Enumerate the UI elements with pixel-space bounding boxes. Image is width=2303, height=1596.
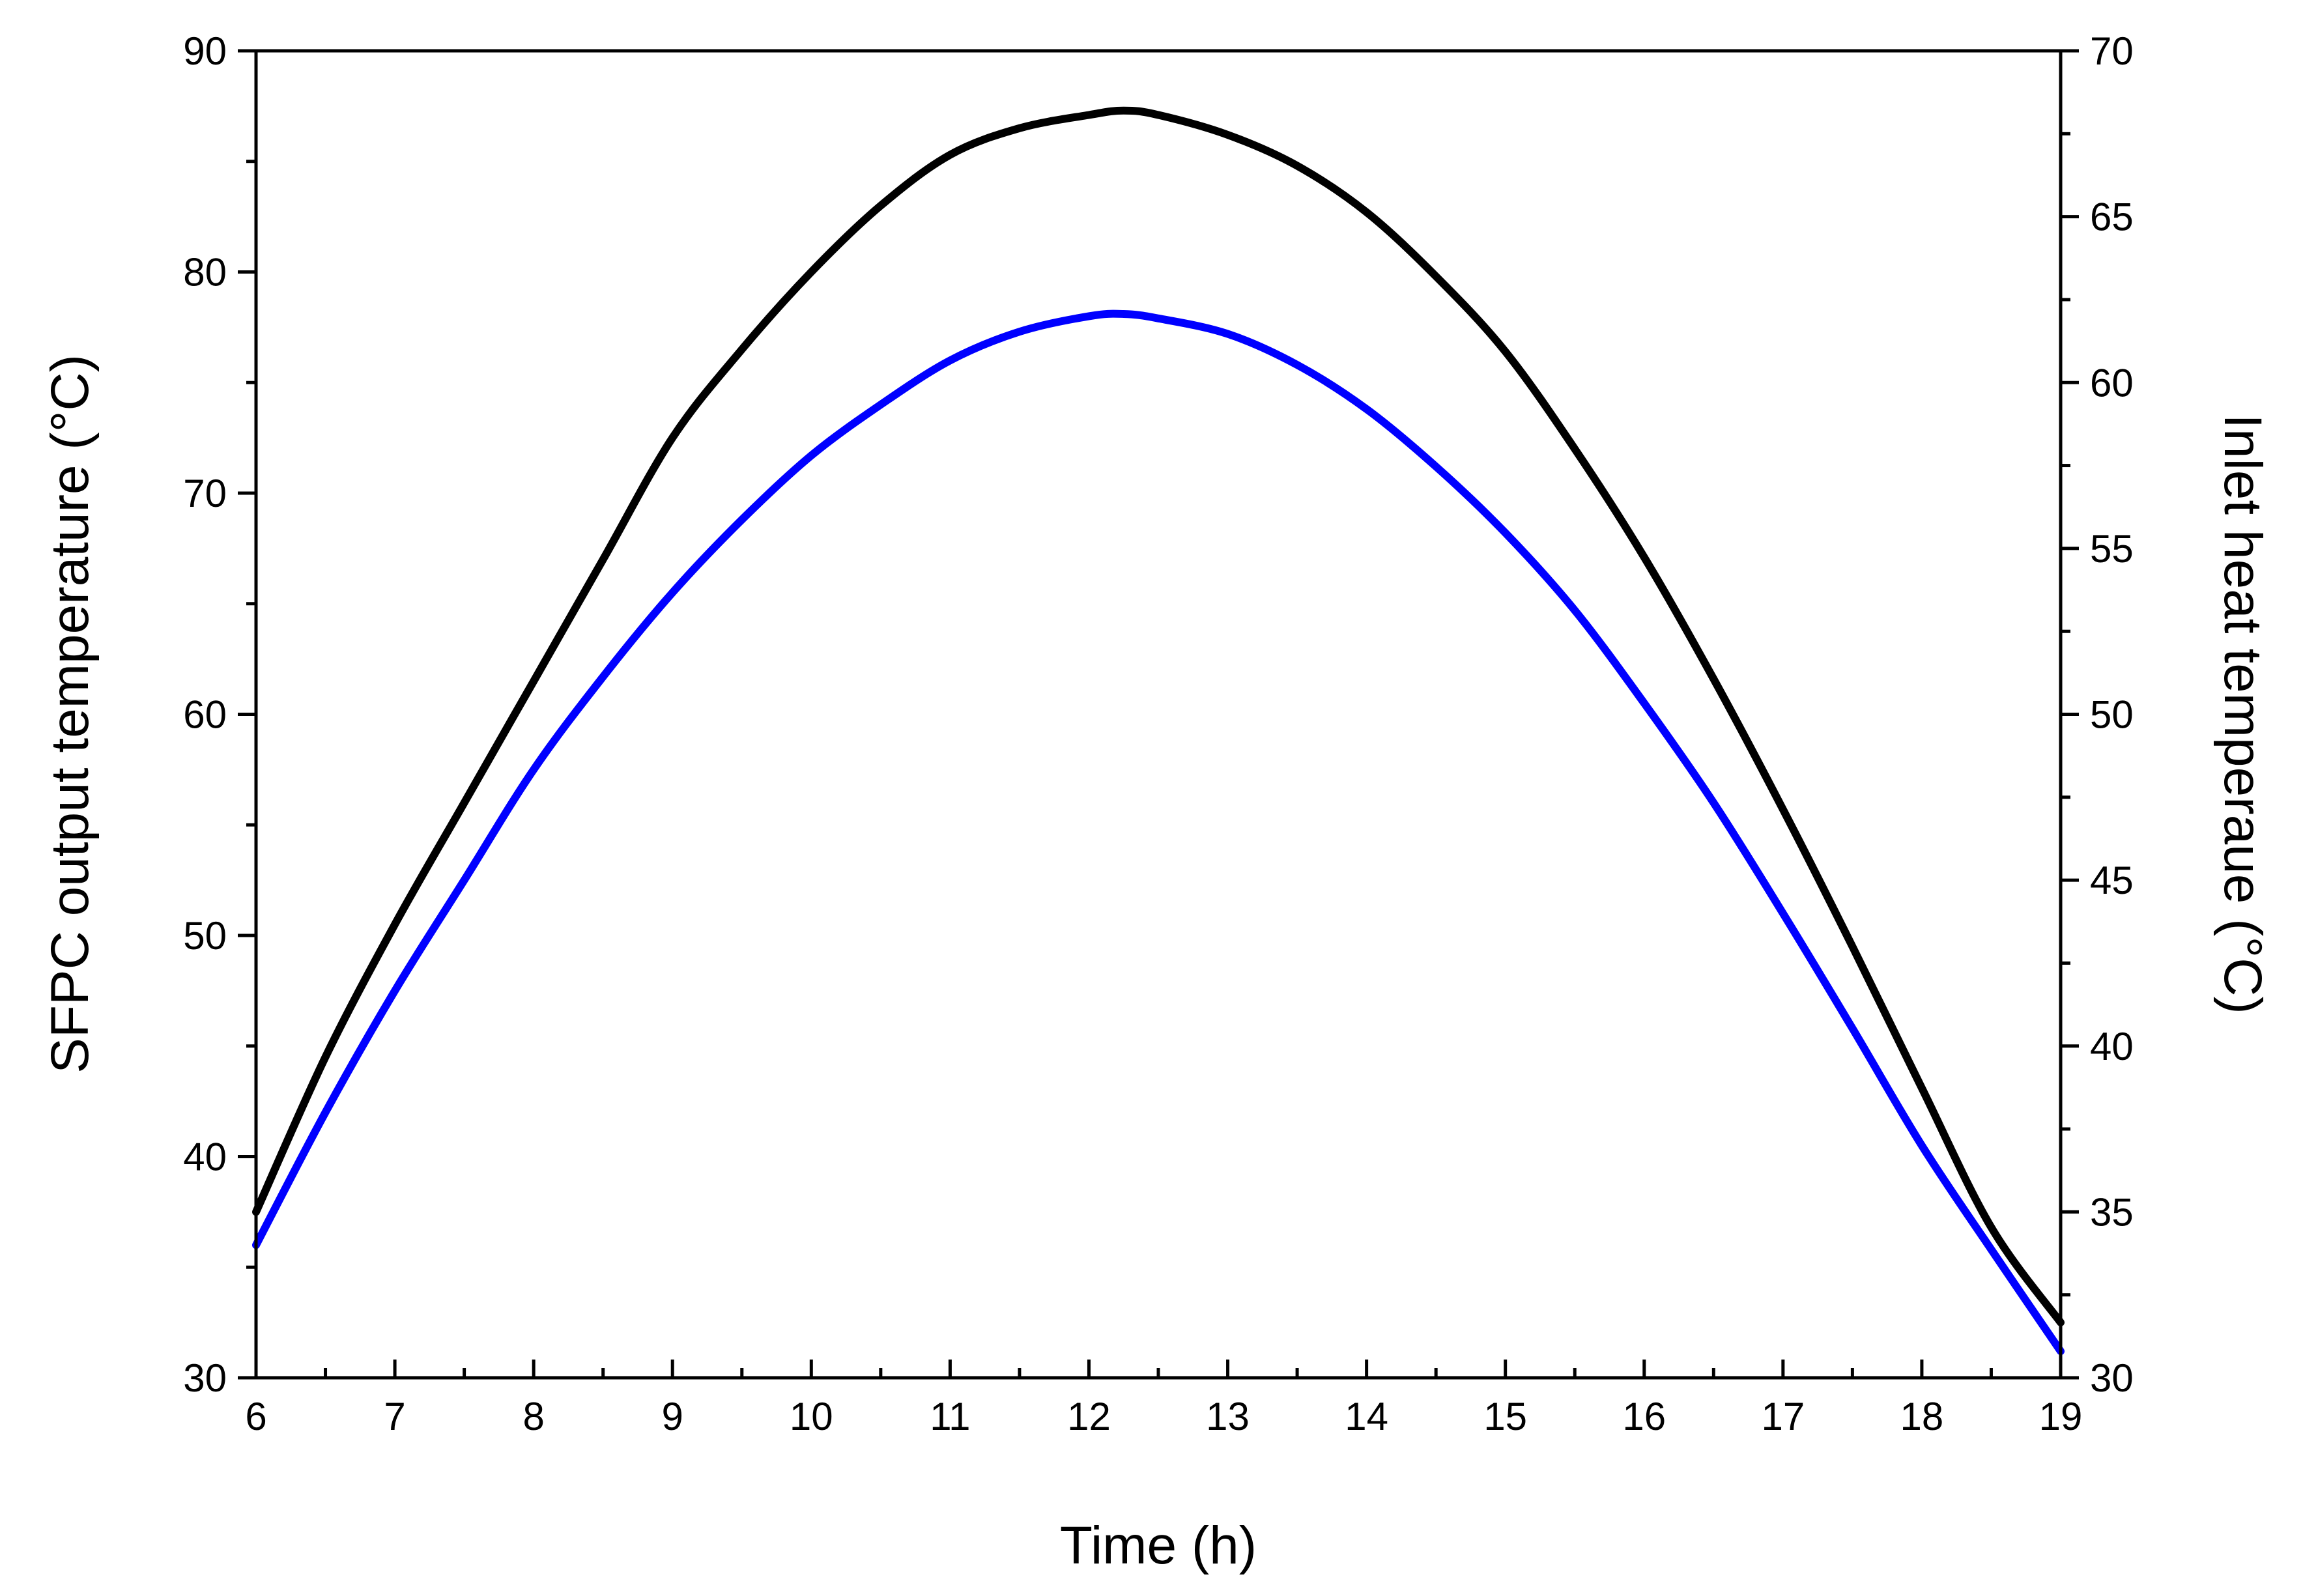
x-tick-label: 11: [930, 1395, 970, 1438]
right-y-tick-label: 45: [2090, 859, 2134, 902]
x-tick-label: 10: [790, 1395, 833, 1438]
left-axis-title: SFPC output temperature (°C): [40, 354, 100, 1074]
right-y-tick-label: 30: [2090, 1356, 2134, 1400]
x-tick-label: 14: [1345, 1395, 1388, 1438]
left-y-tick-label: 50: [183, 914, 227, 958]
x-tick-label: 6: [245, 1395, 266, 1438]
x-tick-label: 7: [384, 1395, 405, 1438]
x-tick-label: 9: [662, 1395, 683, 1438]
right-y-tick-label: 50: [2090, 693, 2134, 737]
left-y-tick-label: 30: [183, 1356, 227, 1400]
x-tick-label: 8: [522, 1395, 544, 1438]
right-y-tick-label: 60: [2090, 361, 2134, 405]
x-tick-label: 16: [1622, 1395, 1666, 1438]
left-y-tick-label: 40: [183, 1135, 227, 1179]
x-tick-label: 18: [1900, 1395, 1944, 1438]
right-axis-title: Inlet heat temperaue (°C): [2213, 414, 2272, 1014]
left-y-tick-label: 70: [183, 472, 227, 515]
series-line-2: [252, 309, 2065, 1356]
tick-label-layer: 6 7 8 9 10 11 12 13 14 15 16 17 18 193040506070809030…: [183, 29, 2134, 1438]
left-y-tick-label: 90: [183, 29, 227, 73]
left-y-tick-label: 80: [183, 251, 227, 294]
right-y-tick-label: 65: [2090, 195, 2134, 239]
x-tick-label: 13: [1206, 1395, 1250, 1438]
left-y-tick-label: 60: [183, 693, 227, 737]
right-y-tick-label: 70: [2090, 29, 2134, 73]
x-tick-label: 15: [1483, 1395, 1527, 1438]
series-line-1: [252, 106, 2065, 1327]
x-tick-label: 19: [2039, 1395, 2083, 1438]
series-layer: [252, 106, 2065, 1356]
x-tick-label: 17: [1761, 1395, 1805, 1438]
right-y-tick-label: 35: [2090, 1190, 2134, 1234]
x-axis-title: Time (h): [1060, 1516, 1257, 1575]
right-y-tick-label: 40: [2090, 1025, 2134, 1068]
plot-frame: [254, 49, 2063, 1380]
x-tick-label: 12: [1067, 1395, 1111, 1438]
right-y-tick-label: 55: [2090, 527, 2134, 571]
